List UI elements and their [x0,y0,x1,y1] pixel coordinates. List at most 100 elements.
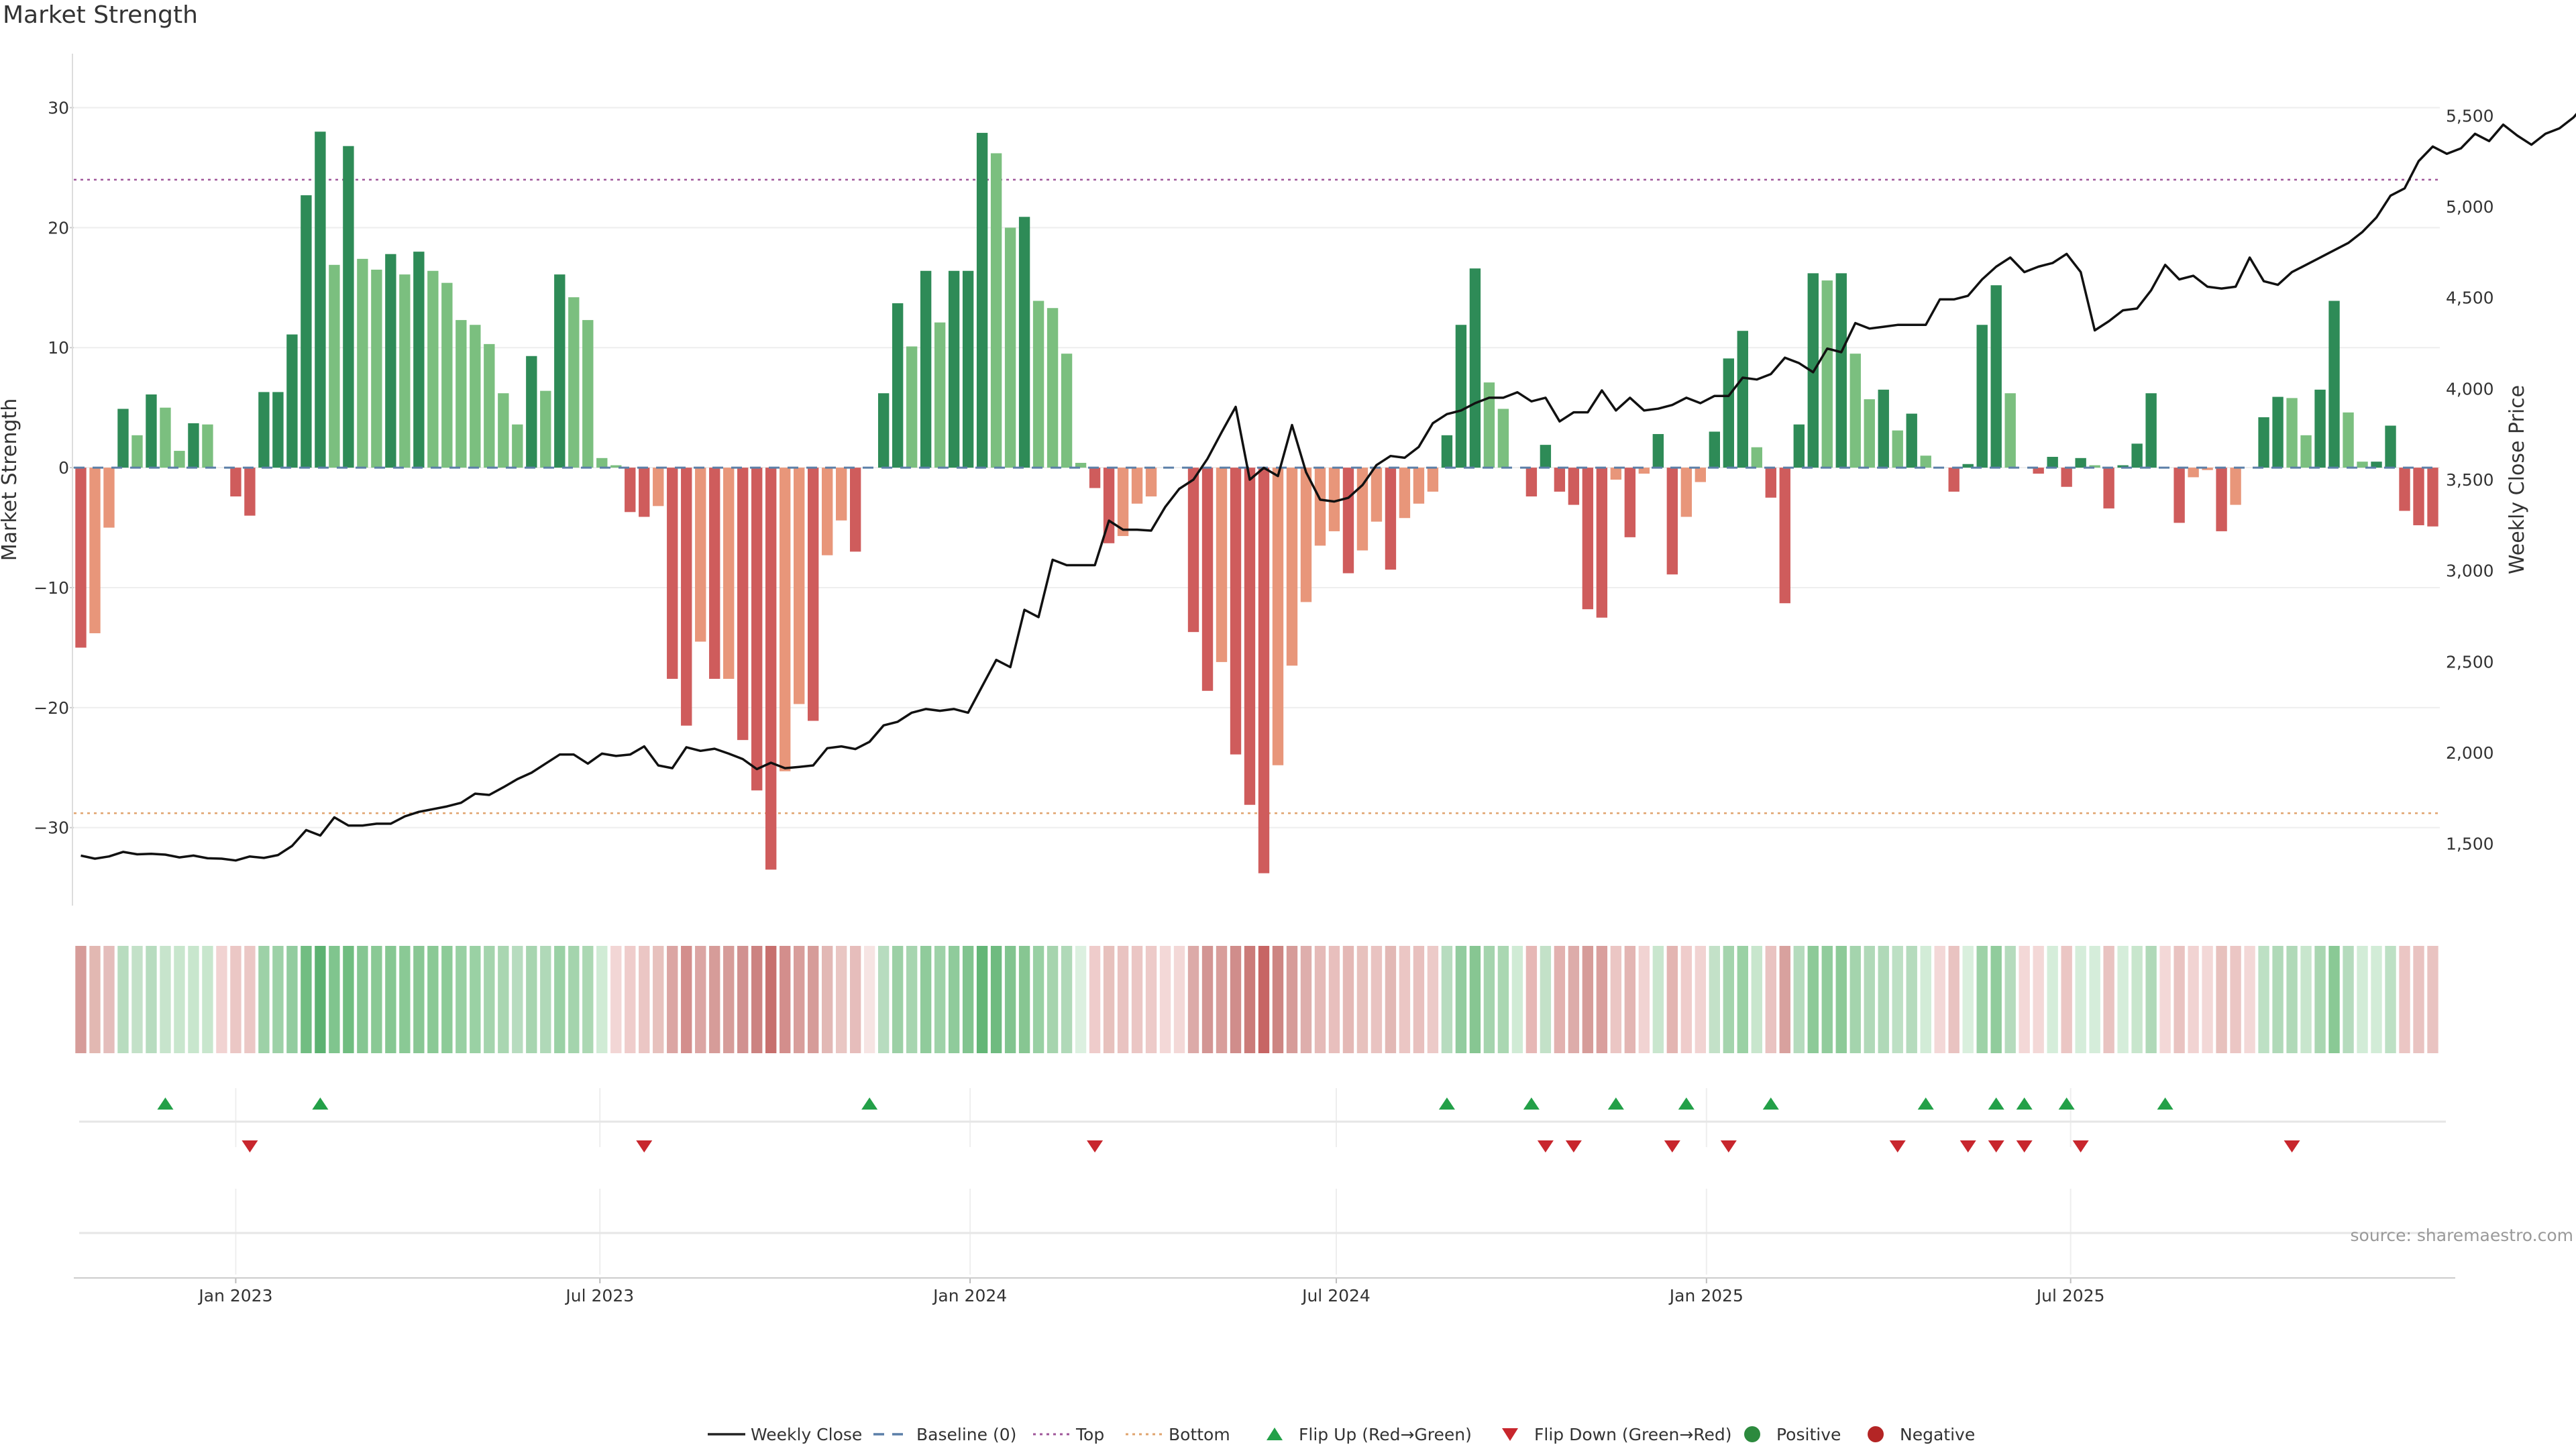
flip-down-marker [1988,1140,2004,1152]
flip-down-marker [1087,1140,1104,1152]
heat-cell [821,946,833,1053]
strength-bar [427,270,439,468]
heat-cell [1793,946,1805,1053]
heat-cell [2328,946,2340,1053]
strength-bar [1497,409,1509,468]
flip-up-marker [861,1097,878,1110]
strength-bar [962,270,974,468]
flip-up-marker [1678,1097,1695,1110]
heat-cell [2300,946,2312,1053]
heat-cell [1131,946,1143,1053]
heat-cell [2385,946,2396,1053]
heat-cell [1554,946,1566,1053]
strength-bar [2314,389,2326,468]
heat-cell [2174,946,2185,1053]
heat-cell [1540,946,1552,1053]
y-tick-label: 0 [58,458,69,478]
strength-bar [807,468,819,721]
y-axis-label: Market Strength [0,398,21,561]
heat-cell [667,946,678,1053]
strength-bar [2117,465,2129,468]
heat-cell [737,946,749,1053]
strength-bar [1582,468,1594,610]
heat-cell [160,946,171,1053]
y-tick-label: −30 [34,818,69,838]
heat-cell [1709,946,1720,1053]
strength-bar [1230,468,1242,755]
strength-bar [2385,425,2396,468]
flip-down-marker [1960,1140,1976,1152]
heat-cell [2216,946,2227,1053]
heat-cell [1680,946,1693,1053]
strength-bar [2413,468,2424,525]
strength-bar [1596,468,1608,618]
heat-cell [357,946,368,1053]
heat-cell [2131,946,2143,1053]
strength-bar [1455,325,1467,468]
heat-cell [455,946,467,1053]
heat-cell [286,946,298,1053]
y2-tick-label: 2,500 [2446,652,2494,672]
strength-bar [2103,468,2114,508]
heat-cell [329,946,340,1053]
heat-cell [1328,946,1340,1053]
heat-cell [2019,946,2030,1053]
heat-cell [794,946,805,1053]
flip-up-marker [1917,1097,1934,1110]
heat-cell [1962,946,1974,1053]
heat-cell [343,946,354,1053]
strength-bar [1258,468,1270,873]
heat-cell [948,946,960,1053]
heat-cell [723,946,735,1053]
strength-bar [2328,301,2340,468]
legend-item: Baseline (0) [873,1425,1016,1444]
y-grid [74,107,2440,828]
strength-bar [512,424,523,468]
strength-bar [103,468,115,528]
heat-cell [610,946,622,1053]
y2-tick-label: 5,000 [2446,197,2494,217]
heat-cell [2117,946,2129,1053]
y2-axis-label: Weekly Close Price [2506,385,2529,574]
heat-cell [2244,946,2255,1053]
strength-bar [1385,468,1397,570]
strength-bar [1638,468,1650,474]
strength-bar [75,468,87,648]
y2-tick-label: 2,000 [2446,743,2494,763]
strength-bar [1849,354,1861,468]
strength-bar [2286,398,2298,468]
strength-bar [498,393,509,468]
strength-bar [751,468,763,791]
heat-cell [1244,946,1256,1053]
legend-swatch-circle [1744,1426,1760,1442]
legend-item: Negative [1868,1425,1975,1444]
strength-bar [174,451,185,468]
heat-cell [1990,946,2002,1053]
strength-bar [2131,443,2143,468]
heat-cell [751,946,763,1053]
heat-cell [2230,946,2241,1053]
heat-cell [1779,946,1790,1053]
strength-bar [2272,396,2284,468]
x-tick-label: Jul 2024 [1301,1286,1371,1305]
heat-cell [1061,946,1073,1053]
strength-bar [1032,301,1044,468]
strength-bar [653,468,664,506]
heat-cell [2413,946,2424,1053]
heat-cell [399,946,411,1053]
strength-bar [849,468,861,552]
flip-up-marker [312,1097,329,1110]
heat-cell [1089,946,1101,1053]
heat-cell [1399,946,1411,1053]
heat-cell [807,946,819,1053]
strength-bar [1624,468,1636,537]
heat-cell [540,946,551,1053]
strength-bar [568,297,580,468]
heat-cell [244,946,256,1053]
heat-cell [1187,946,1199,1053]
strength-bar [2371,462,2382,468]
flip-down-marker [1889,1140,1906,1152]
strength-bar [2399,468,2410,511]
heat-cell [1920,946,1931,1053]
